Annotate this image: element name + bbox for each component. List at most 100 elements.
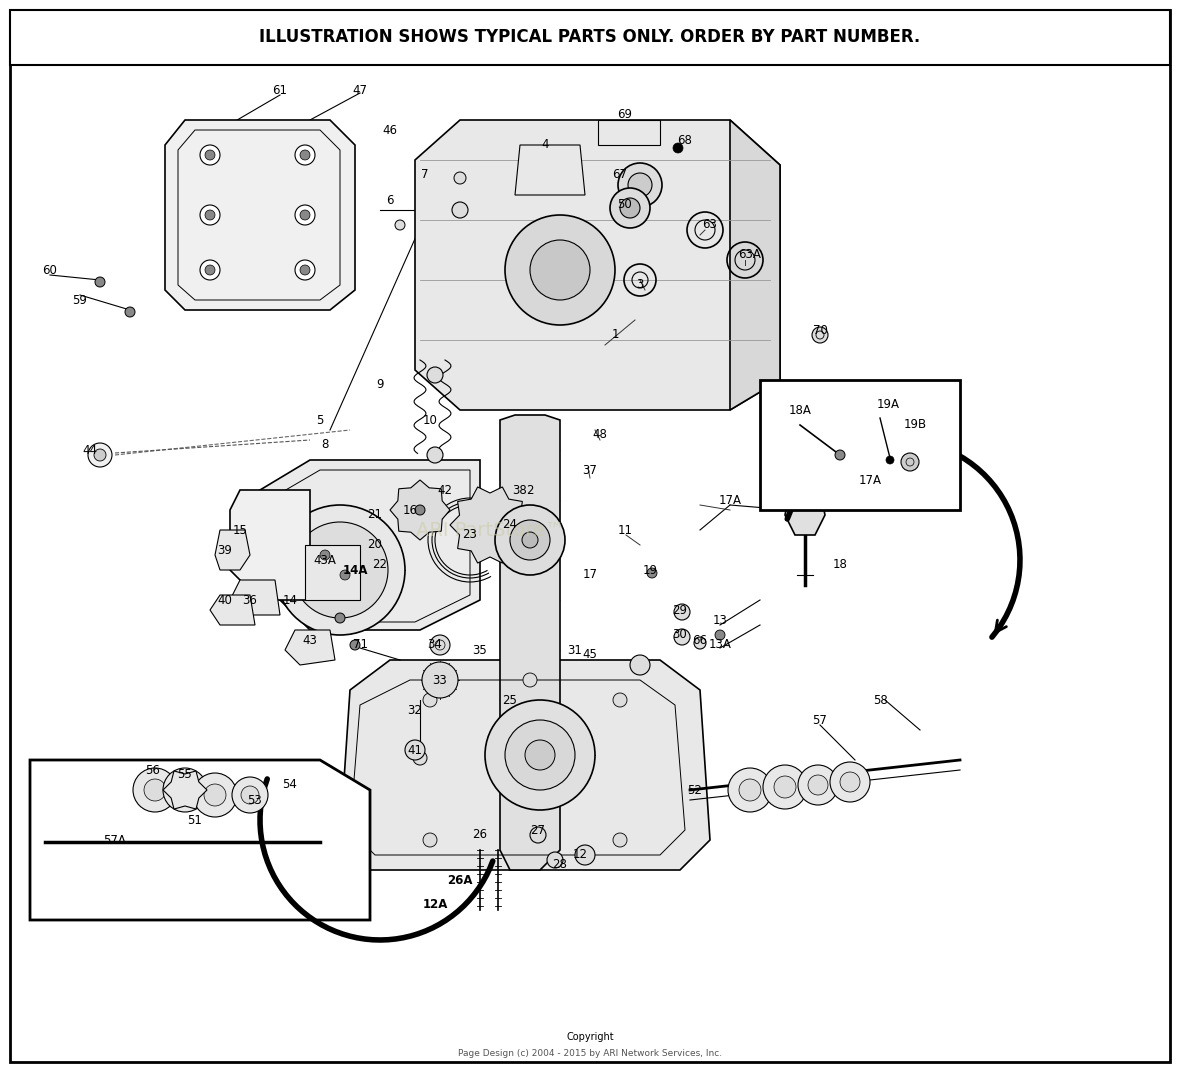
Polygon shape: [415, 120, 780, 410]
Text: 29: 29: [673, 604, 688, 616]
Text: ILLUSTRATION SHOWS TYPICAL PARTS ONLY. ORDER BY PART NUMBER.: ILLUSTRATION SHOWS TYPICAL PARTS ONLY. O…: [260, 28, 920, 46]
Circle shape: [275, 505, 405, 635]
Circle shape: [320, 550, 360, 590]
Text: 60: 60: [42, 264, 58, 277]
Text: 58: 58: [873, 694, 887, 706]
Circle shape: [415, 505, 425, 515]
Polygon shape: [391, 480, 450, 540]
Text: 48: 48: [592, 429, 608, 442]
Circle shape: [525, 740, 555, 770]
Circle shape: [300, 265, 310, 276]
Bar: [304, 545, 360, 600]
Circle shape: [194, 773, 237, 817]
Polygon shape: [210, 595, 255, 625]
Text: 41: 41: [407, 744, 422, 757]
Text: ARI PartStore™: ARI PartStore™: [415, 521, 564, 539]
Text: 66: 66: [693, 634, 708, 646]
Circle shape: [485, 700, 595, 810]
Text: 39: 39: [217, 544, 232, 556]
Text: 52: 52: [688, 784, 702, 796]
Circle shape: [548, 852, 563, 868]
Polygon shape: [163, 771, 206, 809]
Circle shape: [840, 772, 860, 792]
Circle shape: [295, 205, 315, 225]
Text: 36: 36: [243, 594, 257, 607]
Polygon shape: [598, 120, 660, 145]
Circle shape: [125, 307, 135, 317]
Circle shape: [422, 693, 437, 708]
Text: 12A: 12A: [422, 898, 447, 911]
Text: 25: 25: [503, 694, 518, 706]
Circle shape: [320, 550, 330, 560]
Text: 44: 44: [83, 444, 98, 457]
Circle shape: [199, 205, 219, 225]
Text: 69: 69: [617, 108, 632, 121]
Polygon shape: [230, 490, 310, 600]
Circle shape: [454, 172, 466, 184]
Polygon shape: [500, 415, 560, 870]
Circle shape: [291, 522, 388, 617]
Text: 47: 47: [353, 84, 367, 96]
Text: 30: 30: [673, 628, 688, 641]
Text: 13A: 13A: [708, 639, 732, 652]
Text: 40: 40: [217, 594, 232, 607]
Polygon shape: [450, 487, 530, 563]
Circle shape: [204, 784, 227, 806]
Circle shape: [427, 367, 442, 383]
Text: 9: 9: [376, 378, 384, 391]
Text: 19A: 19A: [877, 399, 899, 412]
Text: 24: 24: [503, 519, 518, 532]
Text: 7: 7: [421, 168, 428, 181]
Text: 26A: 26A: [447, 874, 473, 887]
Text: 43A: 43A: [314, 553, 336, 566]
Circle shape: [612, 833, 627, 847]
Text: 35: 35: [473, 643, 487, 656]
Text: Page Design (c) 2004 - 2015 by ARI Network Services, Inc.: Page Design (c) 2004 - 2015 by ARI Netwo…: [458, 1049, 722, 1058]
Circle shape: [96, 277, 105, 287]
Circle shape: [94, 449, 106, 461]
Bar: [9, 10, 1171, 65]
Text: 18: 18: [833, 559, 847, 571]
Circle shape: [88, 443, 112, 467]
Text: 3: 3: [636, 279, 643, 292]
Circle shape: [674, 604, 690, 620]
Circle shape: [295, 145, 315, 165]
Polygon shape: [165, 120, 355, 310]
Text: 51: 51: [188, 814, 203, 827]
Text: 21: 21: [367, 508, 382, 521]
Text: 54: 54: [282, 778, 297, 791]
Text: 12: 12: [572, 849, 588, 862]
Circle shape: [886, 456, 894, 464]
Circle shape: [340, 570, 350, 580]
Text: 38: 38: [512, 483, 527, 496]
Circle shape: [205, 210, 215, 220]
Circle shape: [830, 762, 870, 802]
Circle shape: [335, 613, 345, 623]
Text: 10: 10: [422, 414, 438, 427]
Circle shape: [812, 327, 828, 343]
Circle shape: [422, 833, 437, 847]
Text: 17A: 17A: [859, 474, 881, 487]
Polygon shape: [260, 460, 480, 630]
Text: 68: 68: [677, 134, 693, 147]
Circle shape: [505, 720, 575, 790]
Circle shape: [728, 768, 772, 812]
Text: 67: 67: [612, 168, 628, 181]
Circle shape: [427, 447, 442, 463]
Text: 26: 26: [472, 829, 487, 842]
Text: 31: 31: [568, 643, 583, 656]
Text: 17: 17: [583, 568, 597, 581]
Polygon shape: [730, 120, 780, 410]
Circle shape: [199, 260, 219, 280]
Circle shape: [628, 173, 653, 197]
Circle shape: [523, 673, 537, 687]
Text: 23: 23: [463, 528, 478, 541]
Circle shape: [530, 240, 590, 300]
Polygon shape: [785, 490, 825, 535]
Circle shape: [205, 150, 215, 160]
Text: 59: 59: [72, 294, 87, 307]
Circle shape: [610, 188, 650, 228]
Text: 14A: 14A: [342, 564, 368, 577]
Circle shape: [774, 776, 797, 798]
Text: 61: 61: [273, 84, 288, 96]
